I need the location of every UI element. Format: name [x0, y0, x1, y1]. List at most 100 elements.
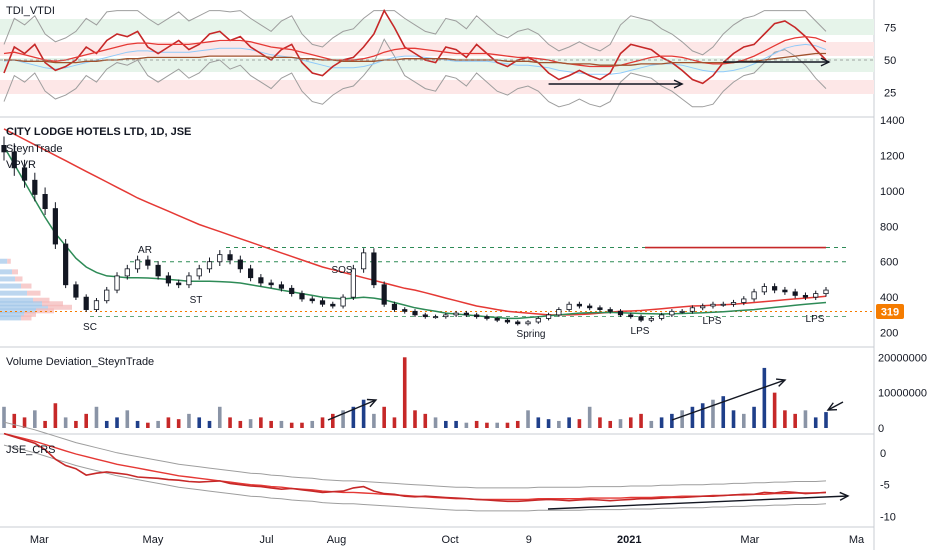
volume-bar — [546, 419, 551, 428]
candle-body — [463, 312, 469, 316]
volume-bar — [382, 406, 386, 428]
candle-body — [432, 316, 439, 319]
volume-bar — [628, 417, 633, 428]
candle-body — [669, 310, 675, 316]
volume-bar — [74, 420, 78, 428]
candle-body — [42, 194, 48, 209]
volume-bar — [752, 406, 756, 428]
candle-body — [1, 145, 7, 153]
volume-bar — [2, 406, 6, 428]
candle-body — [504, 319, 511, 323]
volume-tick-label: 20000000 — [878, 352, 927, 364]
volume-bar — [495, 422, 499, 428]
volume-bar — [361, 399, 366, 428]
volume-bar — [300, 422, 304, 428]
volume-bar — [557, 420, 561, 428]
annotation-lps-1: LPS — [631, 326, 650, 337]
price-title: CITY LODGE HOTELS LTD, 1D, JSE — [6, 126, 191, 138]
volume-bar — [793, 413, 797, 428]
candle-body — [782, 289, 788, 293]
candle-body — [772, 286, 778, 291]
candle-body — [134, 259, 141, 270]
vpvr-bar — [0, 269, 12, 275]
volume-bar — [12, 413, 17, 428]
price-plot: SC AR ST SOS Spring LPS LPS LPS — [0, 128, 874, 340]
crs-lower-band — [3, 444, 827, 512]
volume-bar — [84, 413, 88, 428]
candle-body — [32, 179, 38, 195]
x-tick-label: Oct — [442, 534, 459, 546]
price-tick-label: 600 — [880, 257, 898, 269]
candle-body — [217, 254, 223, 263]
candle-body — [11, 151, 17, 169]
x-tick-label: May — [143, 534, 164, 546]
candle-body — [494, 318, 500, 321]
volume-bar — [279, 420, 284, 428]
crs-arrow — [547, 495, 849, 510]
indicator-label-steyntrade: SteynTrade — [6, 143, 62, 155]
volume-bar — [33, 410, 37, 428]
price-tick-label: 800 — [880, 221, 898, 233]
candle-body — [371, 252, 377, 286]
volume-bar — [310, 420, 315, 428]
volume-bar — [711, 399, 715, 428]
candle-body — [576, 303, 583, 307]
tdi-base-line — [4, 52, 826, 66]
candle-body — [104, 289, 110, 302]
volume-bar — [259, 417, 263, 428]
candle-body — [792, 291, 798, 296]
volume-bar — [341, 410, 345, 428]
volume-bar — [94, 406, 99, 428]
candle-body — [196, 268, 202, 277]
volume-bar — [351, 406, 356, 428]
axes: 25 50 75 200 400 600 800 1000 1200 1400 0 10000000 2… — [30, 23, 927, 547]
candle-body — [258, 277, 264, 284]
candle-body — [802, 294, 809, 298]
price-tick-label: 1400 — [880, 115, 904, 127]
candle-body — [52, 208, 58, 245]
candle-body — [289, 287, 295, 295]
price-tick-label: 200 — [880, 328, 898, 340]
volume-bar — [515, 420, 520, 428]
volume-bar — [22, 417, 27, 428]
tdi-bands — [0, 19, 874, 94]
volume-bar — [433, 417, 438, 428]
candle-body — [474, 314, 480, 318]
volume-bar — [505, 422, 510, 428]
volume-bar — [577, 419, 582, 428]
annotation-spring: Spring — [517, 329, 546, 340]
volume-tick-label: 10000000 — [878, 388, 927, 400]
tdi-lower-band — [3, 38, 827, 108]
volume-arrow-1-head — [366, 398, 378, 408]
candle-body — [443, 314, 449, 318]
candle-body — [659, 314, 665, 319]
volume-bar — [444, 420, 448, 428]
volume-bar — [454, 420, 458, 428]
crs-plot — [3, 421, 850, 512]
volume-bar — [567, 417, 571, 428]
volume-arrow-3-head — [826, 402, 838, 411]
volume-bar — [43, 420, 47, 428]
candle-body — [247, 268, 254, 279]
vpvr-bar-down — [12, 269, 18, 275]
vpvr-bar-down — [42, 301, 63, 307]
tdi-title: TDI_VTDI — [6, 5, 55, 17]
candle-body — [545, 314, 552, 319]
x-tick-label: 2021 — [617, 534, 641, 546]
volume-bar — [485, 422, 489, 428]
crs-tick-label: -5 — [880, 480, 890, 492]
vpvr-bar-down — [48, 304, 72, 310]
candle-body — [566, 303, 572, 310]
volume-bar — [824, 412, 828, 428]
volume-bar — [639, 413, 643, 428]
vpvr-bar — [0, 311, 24, 317]
candle-body — [525, 321, 531, 325]
tdi-signal-line — [3, 35, 827, 68]
candle-body — [391, 303, 398, 310]
candle-body — [638, 316, 644, 321]
vpvr-bar — [0, 258, 8, 264]
volume-bar — [238, 420, 243, 428]
crs-tick-label: 0 — [880, 448, 886, 460]
volume-arrow-1 — [327, 399, 377, 421]
